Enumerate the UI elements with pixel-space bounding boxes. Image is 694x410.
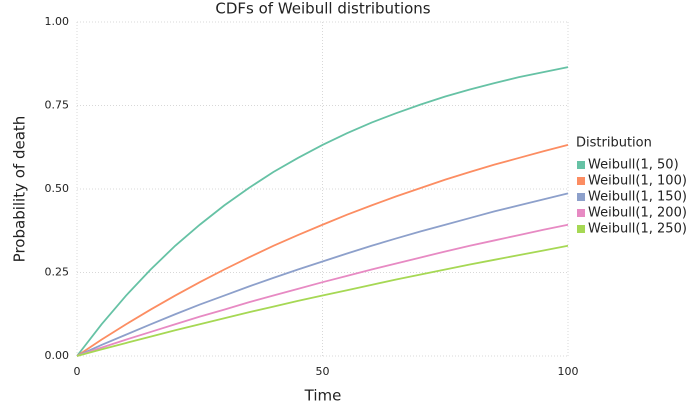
y-tick-label: 0.00 <box>45 349 70 362</box>
chart-title: CDFs of Weibull distributions <box>215 0 430 18</box>
y-axis-label: Probability of death <box>11 116 29 263</box>
legend-label: Weibull(1, 250) <box>588 222 687 237</box>
legend-label: Weibull(1, 200) <box>588 206 687 221</box>
y-tick-label: 0.25 <box>45 266 70 279</box>
legend-label: Weibull(1, 100) <box>588 174 687 189</box>
legend-swatch <box>577 161 585 169</box>
line <box>76 192 569 357</box>
line <box>76 244 569 357</box>
y-tick-label: 1.00 <box>45 15 70 28</box>
y-tick-label: 0.75 <box>45 99 70 112</box>
x-axis-label: Time <box>304 387 342 405</box>
x-tick-label: 100 <box>558 365 579 378</box>
legend-title: Distribution <box>576 136 652 151</box>
legend-swatch <box>577 177 585 185</box>
x-tick-label: 50 <box>316 365 330 378</box>
y-tick-label: 0.50 <box>45 182 70 195</box>
line <box>76 144 569 357</box>
line <box>76 66 569 357</box>
line <box>76 223 569 357</box>
legend-swatch <box>577 225 585 233</box>
legend-swatch <box>577 209 585 217</box>
x-tick-label: 0 <box>74 365 81 378</box>
legend-label: Weibull(1, 150) <box>588 190 687 205</box>
legend-swatch <box>577 193 585 201</box>
legend-label: Weibull(1, 50) <box>588 158 679 173</box>
